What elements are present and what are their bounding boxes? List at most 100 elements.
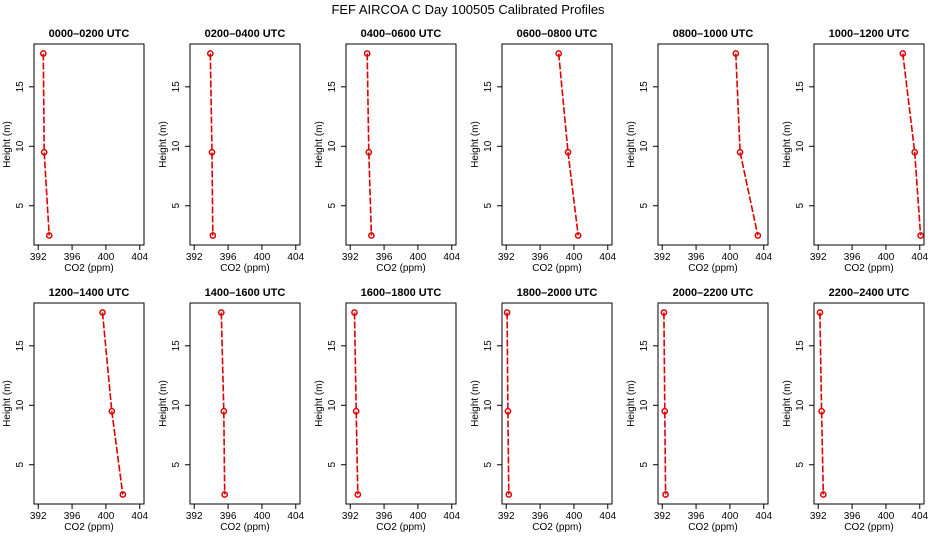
x-tick-label: 392 xyxy=(810,511,827,522)
profile-point xyxy=(365,148,373,156)
y-tick-label: 10 xyxy=(639,140,650,152)
profile-line xyxy=(101,312,124,495)
x-tick-label: 400 xyxy=(254,252,271,263)
x-tick-label: 392 xyxy=(186,252,203,263)
plot-frame xyxy=(813,302,925,505)
y-tick-label: 5 xyxy=(795,462,806,468)
plot-frame xyxy=(813,43,925,246)
y-tick-label: 10 xyxy=(795,140,806,152)
panel-title: 0600–0800 UTC xyxy=(517,28,598,40)
panel-title: 2200–2400 UTC xyxy=(829,287,910,299)
panel-title: 0000–0200 UTC xyxy=(49,28,130,40)
y-tick-label: 5 xyxy=(639,462,650,468)
profile-point xyxy=(354,491,362,498)
x-tick-label: 392 xyxy=(342,252,359,263)
y-tick-label: 10 xyxy=(483,399,494,411)
plot-frame xyxy=(657,43,769,246)
profile-point xyxy=(555,50,563,57)
x-tick-label: 396 xyxy=(688,252,705,263)
x-axis-label: CO2 (ppm) xyxy=(376,522,425,533)
profile-point xyxy=(119,491,127,498)
y-tick-label: 15 xyxy=(327,340,338,352)
profile-point xyxy=(911,148,919,156)
y-tick-label: 15 xyxy=(483,81,494,93)
y-axis-label: Height (m) xyxy=(314,380,325,427)
y-tick-label: 10 xyxy=(327,140,338,152)
profile-point xyxy=(108,407,116,415)
profile-line xyxy=(557,53,579,236)
profile-line xyxy=(663,312,667,495)
panel-title: 1400–1600 UTC xyxy=(205,287,286,299)
y-tick-label: 15 xyxy=(795,81,806,93)
panel-title: 1200–1400 UTC xyxy=(49,287,130,299)
profile-point xyxy=(503,309,511,316)
plot-frame xyxy=(189,302,301,505)
profile-point xyxy=(40,148,48,156)
panel-title: 0400–0600 UTC xyxy=(361,28,442,40)
y-tick-label: 15 xyxy=(639,81,650,93)
y-tick-label: 5 xyxy=(327,203,338,209)
profile-point xyxy=(351,309,358,316)
y-axis-label: Height (m) xyxy=(626,121,637,168)
x-tick-label: 392 xyxy=(654,511,671,522)
x-tick-label: 404 xyxy=(911,511,928,522)
plot-frame xyxy=(501,43,613,246)
y-axis-label: Height (m) xyxy=(314,121,325,168)
plot-frame xyxy=(657,302,769,505)
x-tick-label: 396 xyxy=(64,252,81,263)
x-axis-label: CO2 (ppm) xyxy=(220,263,269,274)
profile-point xyxy=(209,232,217,239)
profile-panel: 0000–0200 UTC 392 396 400 404 CO2 (ppm) 5 10 15 H… xyxy=(2,28,149,274)
x-tick-label: 404 xyxy=(599,252,616,263)
profile-point xyxy=(99,309,106,316)
x-tick-label: 404 xyxy=(755,252,772,263)
profile-line xyxy=(209,53,214,236)
y-tick-label: 5 xyxy=(171,203,182,209)
x-tick-label: 392 xyxy=(30,511,47,522)
y-tick-label: 10 xyxy=(795,399,806,411)
y-tick-label: 5 xyxy=(483,462,494,468)
x-axis-label: CO2 (ppm) xyxy=(532,263,581,274)
x-tick-label: 396 xyxy=(844,252,861,263)
y-tick-label: 10 xyxy=(483,140,494,152)
profile-panel: 0800–1000 UTC 392 396 400 404 CO2 (ppm) 5 10 15 H… xyxy=(626,28,773,274)
y-tick-label: 5 xyxy=(15,462,26,468)
y-axis-label: Height (m) xyxy=(158,121,169,168)
y-tick-label: 15 xyxy=(15,81,26,93)
profile-panel: 1200–1400 UTC 392 396 400 404 CO2 (ppm) 5 10 15 H… xyxy=(2,287,149,533)
profile-point xyxy=(917,232,924,239)
x-tick-label: 400 xyxy=(722,511,739,522)
x-tick-label: 404 xyxy=(443,252,460,263)
profile-point xyxy=(662,491,669,498)
profile-panel: 1000–1200 UTC 392 396 400 404 CO2 (ppm) 5 10 15 H… xyxy=(782,28,929,274)
x-tick-label: 396 xyxy=(688,511,705,522)
profile-point xyxy=(574,232,582,239)
y-tick-label: 15 xyxy=(171,340,182,352)
profile-panel: 1800–2000 UTC 392 396 400 404 CO2 (ppm) 5 10 15 H… xyxy=(470,287,617,533)
y-tick-label: 15 xyxy=(639,340,650,352)
x-tick-label: 392 xyxy=(810,252,827,263)
x-tick-label: 396 xyxy=(64,511,81,522)
y-tick-label: 15 xyxy=(483,340,494,352)
x-axis-label: CO2 (ppm) xyxy=(64,263,113,274)
x-tick-label: 404 xyxy=(131,252,148,263)
x-tick-label: 400 xyxy=(98,252,115,263)
x-tick-label: 400 xyxy=(410,252,427,263)
x-tick-label: 400 xyxy=(566,252,583,263)
y-axis-label: Height (m) xyxy=(470,380,481,427)
profile-panel: 1600–1800 UTC 392 396 400 404 CO2 (ppm) 5 10 15 H… xyxy=(314,287,461,533)
profile-point xyxy=(208,148,216,156)
x-tick-label: 396 xyxy=(220,511,237,522)
x-axis-label: CO2 (ppm) xyxy=(376,263,425,274)
y-tick-label: 10 xyxy=(15,399,26,411)
y-axis-label: Height (m) xyxy=(782,380,793,427)
x-tick-label: 404 xyxy=(911,252,928,263)
x-tick-label: 404 xyxy=(131,511,148,522)
x-tick-label: 404 xyxy=(287,511,304,522)
x-tick-label: 404 xyxy=(287,252,304,263)
y-axis-label: Height (m) xyxy=(470,121,481,168)
plot-frame xyxy=(33,43,145,246)
profile-point xyxy=(754,232,762,239)
y-tick-label: 10 xyxy=(639,399,650,411)
x-tick-label: 404 xyxy=(755,511,772,522)
